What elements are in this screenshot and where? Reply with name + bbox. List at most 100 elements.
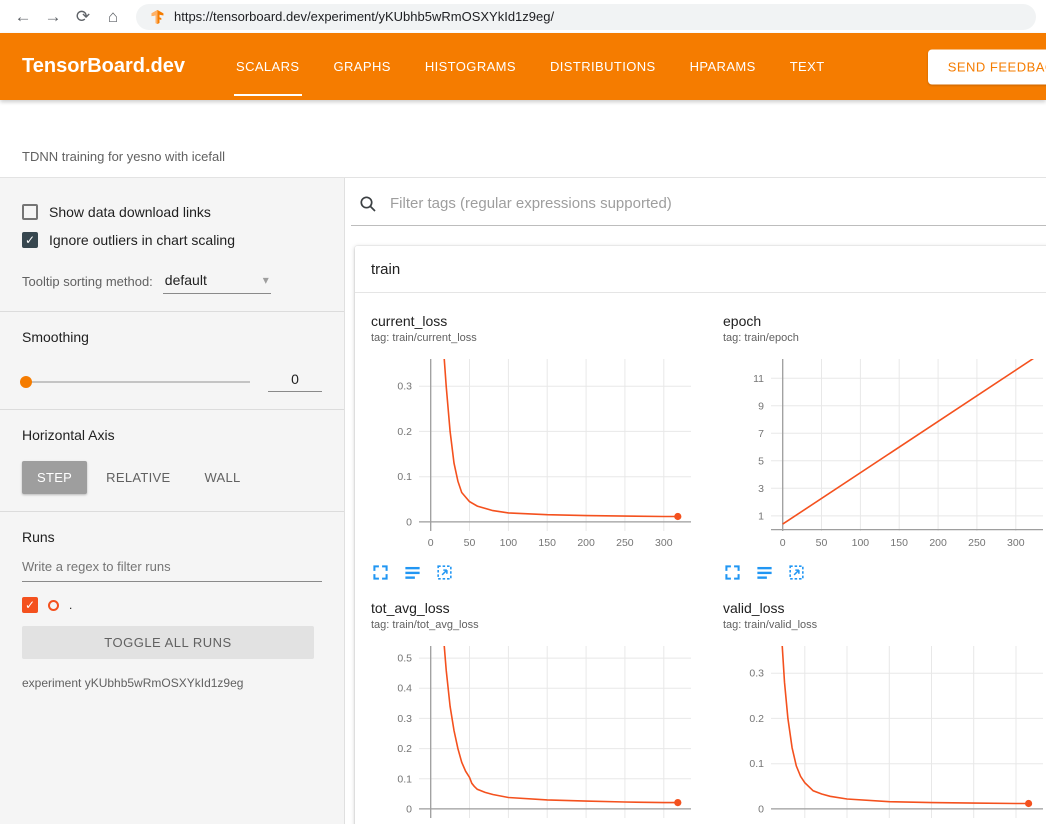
chart-card-valid-loss: valid_loss tag: train/valid_loss 5010015… <box>723 600 1046 824</box>
fit-domain-icon[interactable] <box>435 563 454 582</box>
horizontal-axis-buttons: STEP RELATIVE WALL <box>22 461 322 494</box>
fit-domain-icon[interactable] <box>787 563 806 582</box>
svg-text:0: 0 <box>758 803 764 815</box>
svg-text:0.1: 0.1 <box>749 758 764 770</box>
svg-text:0.3: 0.3 <box>397 381 412 393</box>
svg-text:0: 0 <box>780 537 786 549</box>
app-header: TensorBoard.dev SCALARS GRAPHS HISTOGRAM… <box>0 33 1046 100</box>
svg-text:0.3: 0.3 <box>749 668 764 680</box>
chart-card-current-loss: current_loss tag: train/current_loss 0 50… <box>371 313 701 582</box>
svg-text:0.2: 0.2 <box>749 713 764 725</box>
log-scale-icon[interactable] <box>755 563 774 582</box>
send-feedback-button[interactable]: SEND FEEDBACK <box>928 49 1046 84</box>
runs-filter-input[interactable] <box>22 545 322 582</box>
show-download-links-checkbox[interactable] <box>22 204 38 220</box>
line-chart-epoch[interactable]: 0501001502002503001357911 <box>723 351 1046 556</box>
log-scale-icon[interactable] <box>403 563 422 582</box>
smoothing-row: 0 <box>22 371 322 392</box>
settings-sidebar: Show data download links ✓ Ignore outlie… <box>0 178 345 824</box>
refresh-icon[interactable]: ⟳ <box>70 4 96 30</box>
ignore-outliers-row[interactable]: ✓ Ignore outliers in chart scaling <box>22 232 322 248</box>
tag-filter-input[interactable] <box>388 194 1046 213</box>
svg-text:150: 150 <box>890 537 908 549</box>
toggle-all-runs-button[interactable]: TOGGLE ALL RUNS <box>22 626 314 659</box>
tag-group-title[interactable]: train <box>355 246 1046 293</box>
svg-text:0: 0 <box>406 516 412 528</box>
svg-text:7: 7 <box>758 428 764 440</box>
tab-histograms[interactable]: HISTOGRAMS <box>408 33 533 100</box>
tab-graphs[interactable]: GRAPHS <box>317 33 408 100</box>
svg-text:0.1: 0.1 <box>397 773 412 785</box>
main-panel: train current_loss tag: train/current_lo… <box>345 178 1046 824</box>
chart-title: tot_avg_loss <box>371 600 701 616</box>
svg-text:0.4: 0.4 <box>397 683 412 695</box>
tooltip-sorting-dropdown[interactable]: default ▾ <box>163 270 271 294</box>
svg-text:9: 9 <box>758 400 764 412</box>
axis-relative-button[interactable]: RELATIVE <box>91 461 185 494</box>
svg-text:200: 200 <box>577 537 595 549</box>
axis-step-button[interactable]: STEP <box>22 461 87 494</box>
svg-text:250: 250 <box>616 537 634 549</box>
nav-tabs: SCALARS GRAPHS HISTOGRAMS DISTRIBUTIONS … <box>219 33 842 100</box>
svg-text:50: 50 <box>816 537 828 549</box>
tooltip-sorting-row: Tooltip sorting method: default ▾ <box>22 270 322 294</box>
tensorboard-favicon <box>150 9 165 24</box>
chart-card-epoch: epoch tag: train/epoch 05010015020025030… <box>723 313 1046 582</box>
forward-icon[interactable]: → <box>40 4 66 30</box>
tag-filter-row <box>351 188 1046 226</box>
line-chart-tot-avg-loss[interactable]: 05010015020025030000.10.20.30.40.5 <box>371 638 701 824</box>
svg-text:5: 5 <box>758 455 764 467</box>
fullscreen-icon[interactable] <box>371 563 390 582</box>
tooltip-sorting-label: Tooltip sorting method: <box>22 274 153 294</box>
ignore-outliers-checkbox[interactable]: ✓ <box>22 232 38 248</box>
tab-distributions[interactable]: DISTRIBUTIONS <box>533 33 673 100</box>
tab-scalars[interactable]: SCALARS <box>219 33 317 100</box>
back-icon[interactable]: ← <box>10 4 36 30</box>
runs-label: Runs <box>22 529 322 545</box>
experiment-title: TDNN training for yesno with icefall <box>22 149 225 164</box>
svg-text:0.5: 0.5 <box>397 653 412 665</box>
smoothing-slider[interactable] <box>22 381 250 383</box>
show-download-links-row[interactable]: Show data download links <box>22 204 322 220</box>
search-icon <box>359 195 377 213</box>
divider <box>0 409 344 410</box>
axis-wall-button[interactable]: WALL <box>189 461 255 494</box>
chart-title: current_loss <box>371 313 701 329</box>
home-icon[interactable]: ⌂ <box>100 4 126 30</box>
run-row[interactable]: ✓ . <box>22 597 322 613</box>
experiment-note: experiment yKUbhb5wRmOSXYkId1z9eg <box>22 676 322 690</box>
svg-text:0.1: 0.1 <box>397 471 412 483</box>
tab-hparams[interactable]: HPARAMS <box>673 33 773 100</box>
chart-title: valid_loss <box>723 600 1046 616</box>
svg-text:300: 300 <box>1007 537 1025 549</box>
chart-grid: current_loss tag: train/current_loss 050… <box>355 293 1046 824</box>
chart-toolbar <box>371 563 701 582</box>
url-text: https://tensorboard.dev/experiment/yKUbh… <box>174 9 554 24</box>
content: Show data download links ✓ Ignore outlie… <box>0 178 1046 824</box>
smoothing-label: Smoothing <box>22 329 322 345</box>
svg-text:0.2: 0.2 <box>397 426 412 438</box>
line-chart-current-loss[interactable]: 05010015020025030000.10.20.3 <box>371 351 701 556</box>
tag-group-card: train current_loss tag: train/current_lo… <box>355 246 1046 824</box>
chart-title: epoch <box>723 313 1046 329</box>
run-checkbox[interactable]: ✓ <box>22 597 38 613</box>
svg-text:50: 50 <box>464 537 476 549</box>
url-bar[interactable]: https://tensorboard.dev/experiment/yKUbh… <box>136 4 1036 30</box>
line-chart-valid-loss[interactable]: 5010015020025030000.10.20.3 <box>723 638 1046 824</box>
chart-toolbar <box>723 563 1046 582</box>
run-color-circle-icon <box>48 600 59 611</box>
show-download-links-label: Show data download links <box>49 204 211 220</box>
svg-text:0.2: 0.2 <box>397 743 412 755</box>
svg-text:250: 250 <box>968 537 986 549</box>
divider <box>0 511 344 512</box>
tab-text[interactable]: TEXT <box>773 33 842 100</box>
smoothing-value[interactable]: 0 <box>268 371 322 392</box>
smoothing-slider-knob[interactable] <box>20 376 32 388</box>
svg-text:300: 300 <box>655 537 673 549</box>
fullscreen-icon[interactable] <box>723 563 742 582</box>
browser-chrome: ← → ⟳ ⌂ https://tensorboard.dev/experime… <box>0 0 1046 33</box>
chart-tag: tag: train/current_loss <box>371 332 701 344</box>
chart-card-tot-avg-loss: tot_avg_loss tag: train/tot_avg_loss 050… <box>371 600 701 824</box>
chart-tag: tag: train/valid_loss <box>723 619 1046 631</box>
svg-text:150: 150 <box>538 537 556 549</box>
